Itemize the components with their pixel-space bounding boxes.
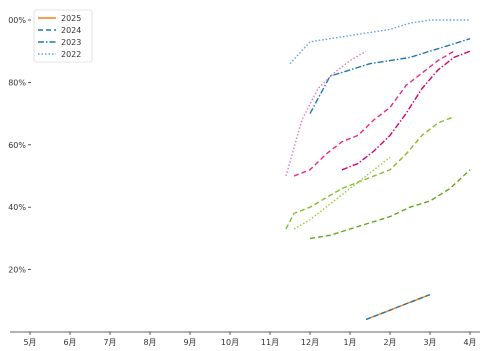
y-tick-label: 40% [8, 203, 26, 212]
chart-series [285, 19, 471, 321]
y-tick-label: 20% [8, 266, 26, 275]
x-tick-label: 4月 [463, 338, 476, 347]
legend-label: 2023 [61, 38, 81, 47]
series-line-unnamed-9 [309, 169, 471, 240]
series-line-unnamed-7 [285, 116, 455, 230]
series-line-unnamed-8 [293, 156, 391, 230]
x-tick-label: 2月 [383, 338, 396, 347]
x-tick-label: 5月 [23, 338, 36, 347]
x-tick-label: 1月 [343, 338, 356, 347]
x-tick-label: 8月 [143, 338, 156, 347]
legend-box [33, 9, 93, 63]
x-tick-label: 12月 [301, 338, 319, 347]
series-line-unnamed-4 [285, 50, 367, 177]
legend-label: 2025 [61, 14, 81, 23]
x-tick-label: 7月 [103, 338, 116, 347]
series-line-2023 [309, 38, 471, 114]
series-line-2024 [365, 293, 431, 321]
series-line-unnamed-5 [293, 50, 455, 177]
legend-label: 2024 [61, 26, 81, 35]
x-tick-label: 9月 [183, 338, 196, 347]
x-tick-label: 10月 [221, 338, 239, 347]
chart-legend: 2025 2024 2023 2022 [33, 9, 93, 63]
x-tick-label: 6月 [63, 338, 76, 347]
chart-axes: 5月 6月 7月 8月 9月 10月 11月 12月 1月 2月 3月 4月 20% 40% 60% 80% 0… [8, 16, 480, 347]
y-tick-label: 60% [8, 141, 26, 150]
x-tick-label: 3月 [423, 338, 436, 347]
x-tick-label: 11月 [261, 338, 279, 347]
y-tick-label: 80% [8, 78, 26, 87]
series-line-unnamed-6 [341, 50, 471, 171]
series-line-2022 [289, 19, 470, 65]
legend-label: 2022 [61, 50, 81, 59]
y-tick-label: 00% [8, 16, 26, 25]
